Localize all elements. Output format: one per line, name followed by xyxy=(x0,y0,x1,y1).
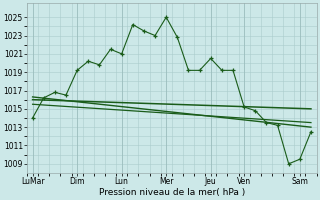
X-axis label: Pression niveau de la mer( hPa ): Pression niveau de la mer( hPa ) xyxy=(99,188,245,197)
